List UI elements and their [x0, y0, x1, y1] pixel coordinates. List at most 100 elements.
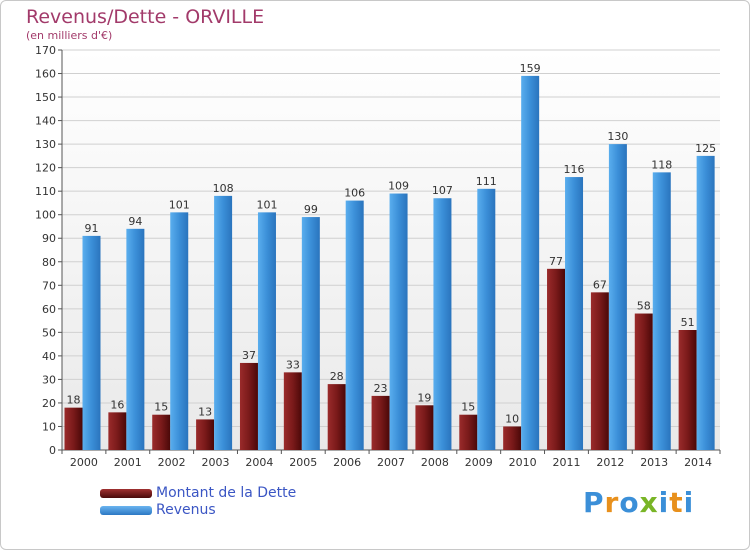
logo-letter: i [658, 486, 670, 519]
data-label-dette: 19 [417, 391, 431, 404]
bar-revenus [521, 75, 540, 450]
data-label-revenus: 125 [695, 142, 716, 155]
bar-dette [415, 405, 434, 450]
y-tick-label: 170 [35, 44, 56, 57]
bar-revenus [389, 193, 408, 450]
y-tick-label: 130 [35, 138, 56, 151]
data-label-revenus: 101 [256, 198, 277, 211]
bar-dette [327, 384, 346, 450]
data-label-dette: 58 [637, 300, 651, 313]
chart-subtitle: (en milliers d'€) [26, 29, 113, 42]
data-label-revenus: 108 [213, 182, 234, 195]
proxiti-logo: Proxiti [583, 486, 694, 519]
y-tick-label: 80 [42, 256, 56, 269]
data-label-revenus: 159 [520, 62, 541, 75]
bar-revenus [433, 198, 452, 450]
y-tick-label: 150 [35, 91, 56, 104]
data-label-dette: 28 [330, 370, 344, 383]
data-label-dette: 18 [67, 394, 81, 407]
bar-revenus [652, 172, 671, 450]
x-tick-label: 2002 [158, 456, 186, 469]
y-tick-label: 10 [42, 420, 56, 433]
x-tick-label: 2014 [684, 456, 712, 469]
data-label-revenus: 99 [304, 203, 318, 216]
data-label-dette: 13 [198, 405, 212, 418]
data-label-revenus: 111 [476, 175, 497, 188]
data-label-revenus: 109 [388, 180, 409, 193]
x-tick-label: 2013 [640, 456, 668, 469]
bar-revenus [345, 200, 364, 450]
x-tick-label: 2004 [245, 456, 273, 469]
data-label-revenus: 106 [344, 187, 365, 200]
y-tick-label: 110 [35, 185, 56, 198]
bar-dette [108, 412, 127, 450]
data-label-dette: 77 [549, 255, 563, 268]
bar-revenus [126, 228, 145, 450]
y-tick-label: 0 [49, 444, 56, 457]
legend-label-dette: Montant de la Dette [156, 485, 297, 501]
data-label-dette: 51 [681, 316, 695, 329]
bar-dette [283, 372, 302, 450]
logo-letter: i [683, 486, 695, 519]
x-tick-label: 2005 [289, 456, 317, 469]
logo-letter: x [639, 486, 659, 519]
x-tick-label: 2008 [421, 456, 449, 469]
data-label-dette: 15 [154, 401, 168, 414]
y-tick-label: 120 [35, 162, 56, 175]
x-tick-label: 2003 [202, 456, 230, 469]
chart-title: Revenus/Dette - ORVILLE [26, 6, 265, 28]
y-tick-label: 160 [35, 68, 56, 81]
bar-revenus [477, 188, 496, 450]
bar-dette [196, 419, 215, 450]
y-tick-label: 90 [42, 232, 56, 245]
bar-dette [678, 330, 697, 450]
bar-revenus [170, 212, 189, 450]
bar-dette [590, 292, 609, 450]
y-tick-label: 40 [42, 350, 56, 363]
bar-dette [547, 268, 566, 450]
data-label-revenus: 107 [432, 184, 453, 197]
y-tick-label: 70 [42, 279, 56, 292]
data-label-revenus: 101 [169, 198, 190, 211]
bar-revenus [608, 144, 627, 450]
data-label-revenus: 94 [128, 215, 142, 228]
data-label-dette: 10 [505, 412, 519, 425]
bar-dette [64, 407, 83, 450]
data-label-dette: 16 [110, 398, 124, 411]
x-tick-label: 2009 [465, 456, 493, 469]
x-tick-label: 2011 [552, 456, 580, 469]
logo-letter: t [669, 486, 684, 519]
y-tick-label: 50 [42, 326, 56, 339]
y-tick-label: 100 [35, 209, 56, 222]
legend-swatch-dette [100, 489, 152, 498]
y-tick-label: 60 [42, 303, 56, 316]
bar-revenus [696, 155, 715, 450]
bar-dette [459, 414, 478, 450]
bar-revenus [257, 212, 276, 450]
data-label-dette: 37 [242, 349, 256, 362]
x-tick-label: 2007 [377, 456, 405, 469]
bar-revenus [82, 235, 101, 450]
logo-letter: o [619, 486, 640, 519]
bar-dette [634, 313, 653, 450]
legend-label-revenus: Revenus [156, 502, 216, 518]
logo-letter: r [604, 486, 620, 519]
data-label-dette: 23 [374, 382, 388, 395]
data-label-revenus: 116 [564, 163, 585, 176]
data-label-dette: 33 [286, 358, 300, 371]
bar-dette [152, 414, 171, 450]
y-tick-label: 140 [35, 115, 56, 128]
bar-revenus [214, 195, 233, 450]
data-label-revenus: 130 [607, 130, 628, 143]
bar-dette [503, 426, 522, 450]
legend-swatch-revenus [100, 506, 152, 515]
x-tick-label: 2010 [509, 456, 537, 469]
x-tick-label: 2006 [333, 456, 361, 469]
logo-letter: P [583, 486, 605, 519]
bar-dette [371, 395, 390, 450]
y-tick-label: 20 [42, 397, 56, 410]
x-tick-label: 2000 [70, 456, 98, 469]
data-label-dette: 67 [593, 278, 607, 291]
data-label-revenus: 91 [85, 222, 99, 235]
